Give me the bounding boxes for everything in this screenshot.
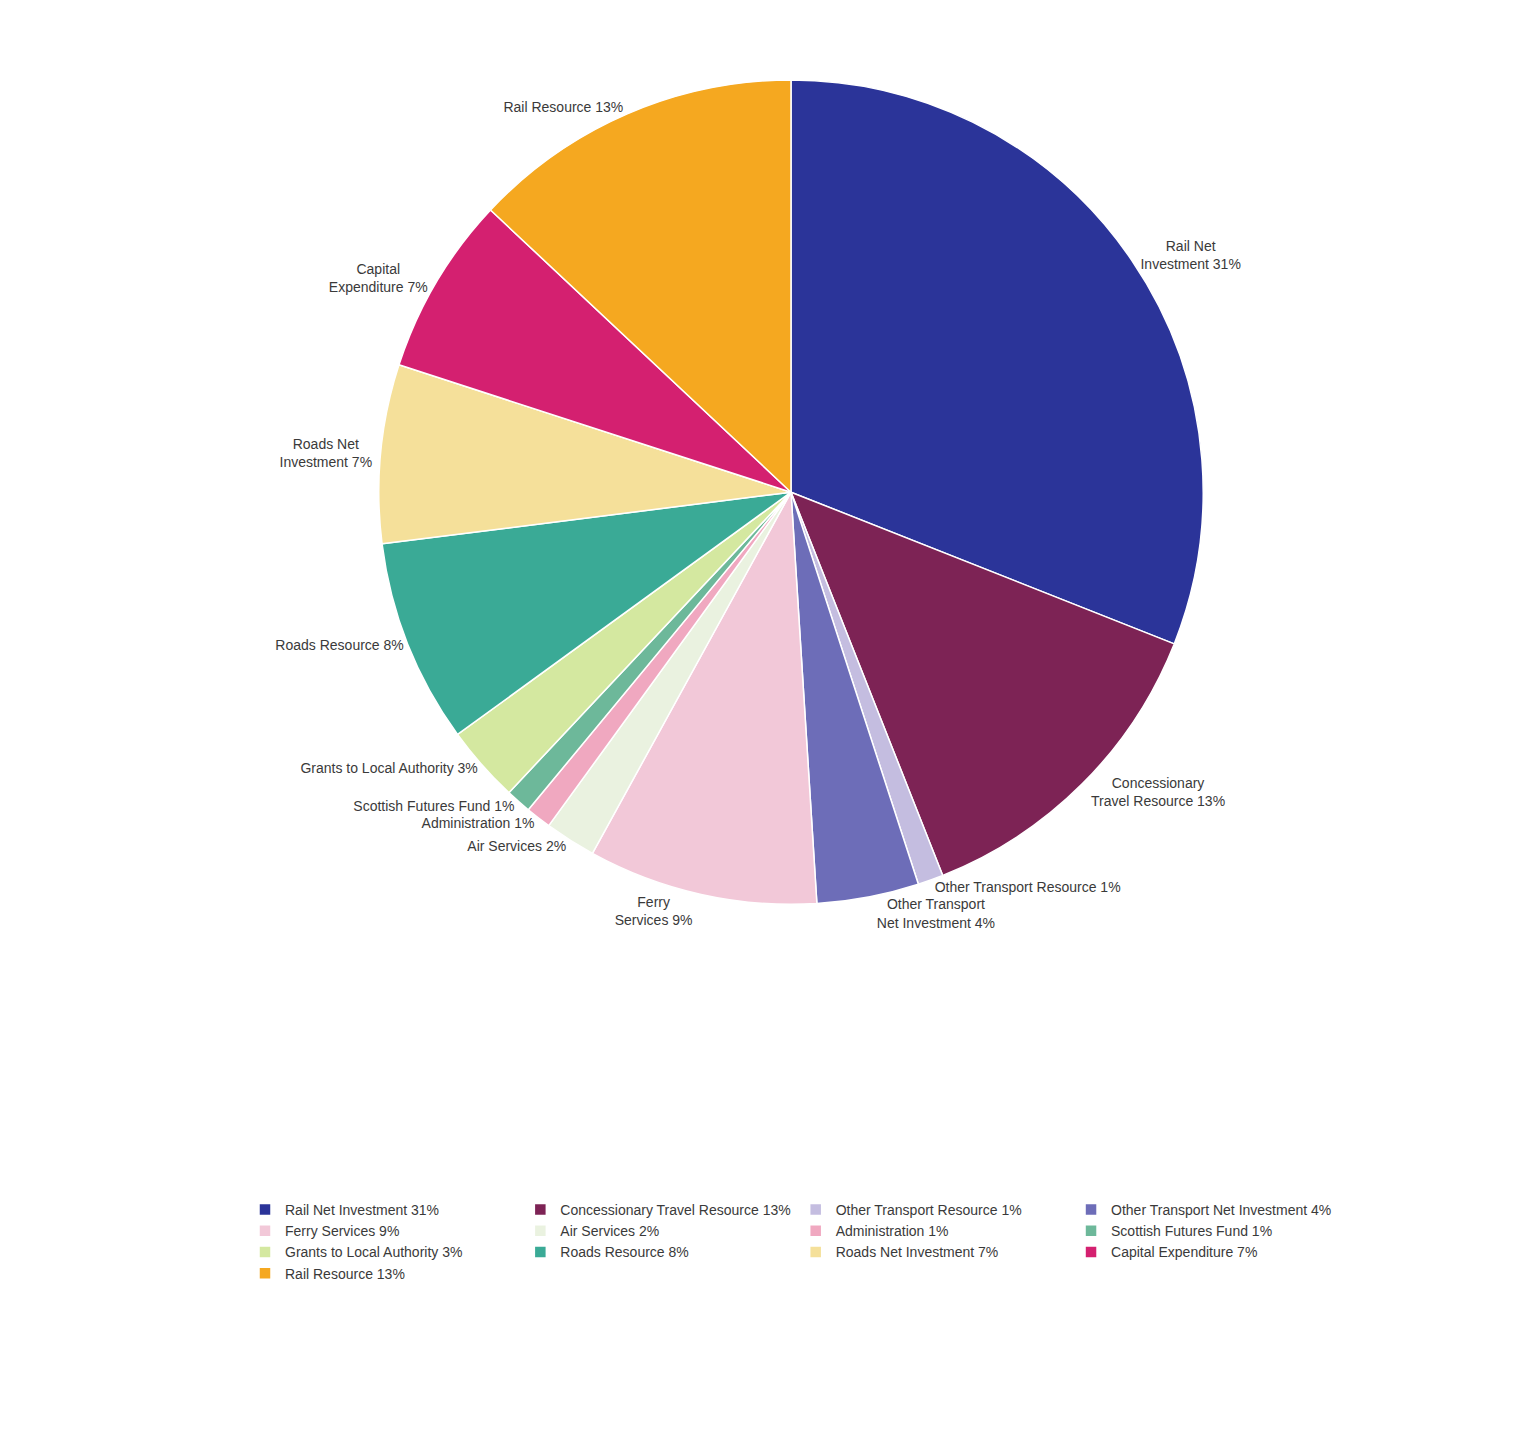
svg-text:Roads NetInvestment 7%: Roads NetInvestment 7% [279, 436, 372, 470]
svg-text:Ferry Services 9%: Ferry Services 9% [285, 1223, 399, 1239]
svg-text:Rail Net Investment 31%: Rail Net Investment 31% [285, 1202, 439, 1218]
svg-text:CapitalExpenditure 7%: CapitalExpenditure 7% [329, 261, 428, 295]
svg-text:Capital Expenditure 7%: Capital Expenditure 7% [1111, 1244, 1257, 1260]
svg-text:Grants to Local Authority 3%: Grants to Local Authority 3% [300, 760, 477, 776]
svg-text:Air Services 2%: Air Services 2% [467, 838, 566, 854]
svg-text:FerryServices 9%: FerryServices 9% [615, 894, 693, 928]
svg-text:Other Transport Resource 1%: Other Transport Resource 1% [935, 879, 1121, 895]
svg-text:Rail Resource 13%: Rail Resource 13% [285, 1266, 405, 1282]
svg-text:Administration 1%: Administration 1% [836, 1223, 949, 1239]
svg-text:Roads Net Investment 7%: Roads Net Investment 7% [836, 1244, 999, 1260]
svg-text:Air Services 2%: Air Services 2% [560, 1223, 659, 1239]
svg-text:Rail NetInvestment 31%: Rail NetInvestment 31% [1140, 238, 1240, 272]
svg-text:Scottish Futures Fund 1%: Scottish Futures Fund 1% [1111, 1223, 1272, 1239]
svg-text:Rail Resource 13%: Rail Resource 13% [503, 99, 623, 115]
svg-text:Other Transport Net Investment: Other Transport Net Investment 4% [1111, 1202, 1331, 1218]
svg-text:Roads Resource 8%: Roads Resource 8% [560, 1244, 688, 1260]
svg-text:Other TransportNet Investment: Other TransportNet Investment 4% [877, 896, 995, 930]
svg-text:Concessionary Travel Resource: Concessionary Travel Resource 13% [560, 1202, 790, 1218]
svg-text:Roads Resource 8%: Roads Resource 8% [275, 637, 403, 653]
svg-text:Scottish Futures Fund 1%: Scottish Futures Fund 1% [353, 798, 514, 814]
svg-text:Administration 1%: Administration 1% [422, 815, 535, 831]
svg-text:Grants to Local Authority 3%: Grants to Local Authority 3% [285, 1244, 462, 1260]
svg-text:Other Transport Resource 1%: Other Transport Resource 1% [836, 1202, 1022, 1218]
svg-text:ConcessionaryTravel Resource 1: ConcessionaryTravel Resource 13% [1091, 775, 1225, 809]
